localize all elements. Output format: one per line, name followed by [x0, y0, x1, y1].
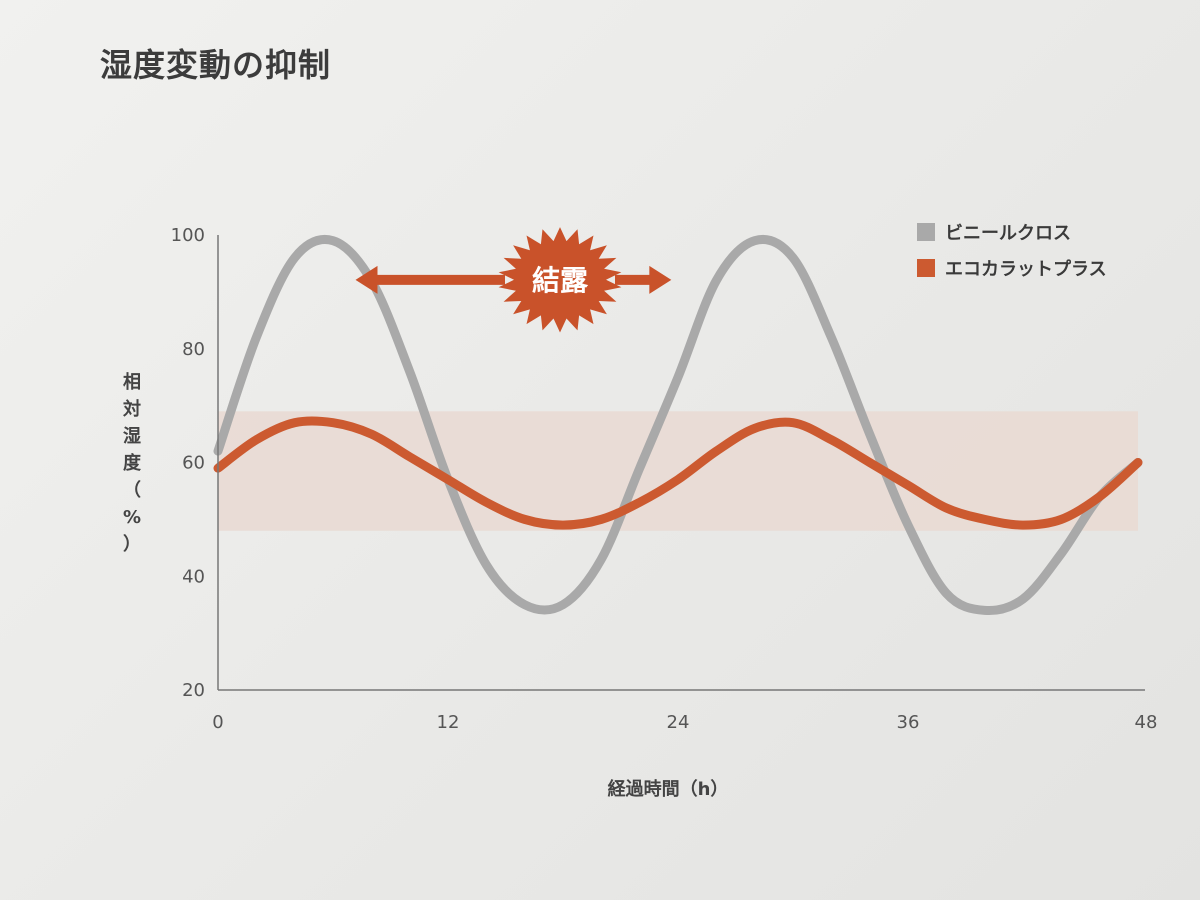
chart-title: 湿度変動の抑制	[100, 46, 332, 84]
y-tick-label: 80	[182, 339, 205, 360]
y-axis-label-char: （	[123, 480, 141, 501]
x-tick-label: 12	[437, 712, 460, 733]
x-tick-label: 36	[897, 712, 920, 733]
legend-swatch	[917, 259, 935, 277]
y-axis-label-char: 度	[123, 452, 142, 474]
y-tick-label: 100	[171, 225, 205, 246]
y-tick-label: 20	[182, 680, 205, 701]
y-axis-label-char: 相	[123, 372, 141, 393]
condensation-label: 結露	[532, 264, 589, 297]
legend-label: エコカラットプラス	[945, 258, 1107, 280]
condensation-arrow-left	[355, 265, 505, 294]
y-axis-label-char: ）	[123, 534, 141, 555]
legend-swatch	[917, 223, 935, 241]
x-tick-label: 48	[1135, 712, 1158, 733]
y-axis-label-char: %	[123, 507, 141, 528]
series-line-2	[213, 416, 1143, 530]
x-tick-label: 24	[667, 712, 690, 733]
legend-label: ビニールクロス	[945, 223, 1071, 244]
x-axis-label: 経過時間（h）	[608, 778, 729, 800]
y-axis-label-char: 湿	[123, 426, 141, 447]
x-tick-label: 0	[212, 712, 223, 733]
condensation-burst	[498, 227, 622, 333]
y-axis-label-char: 対	[122, 398, 141, 420]
y-tick-label: 40	[182, 566, 205, 587]
y-tick-label: 60	[182, 453, 205, 474]
condensation-arrow-right	[615, 265, 672, 294]
